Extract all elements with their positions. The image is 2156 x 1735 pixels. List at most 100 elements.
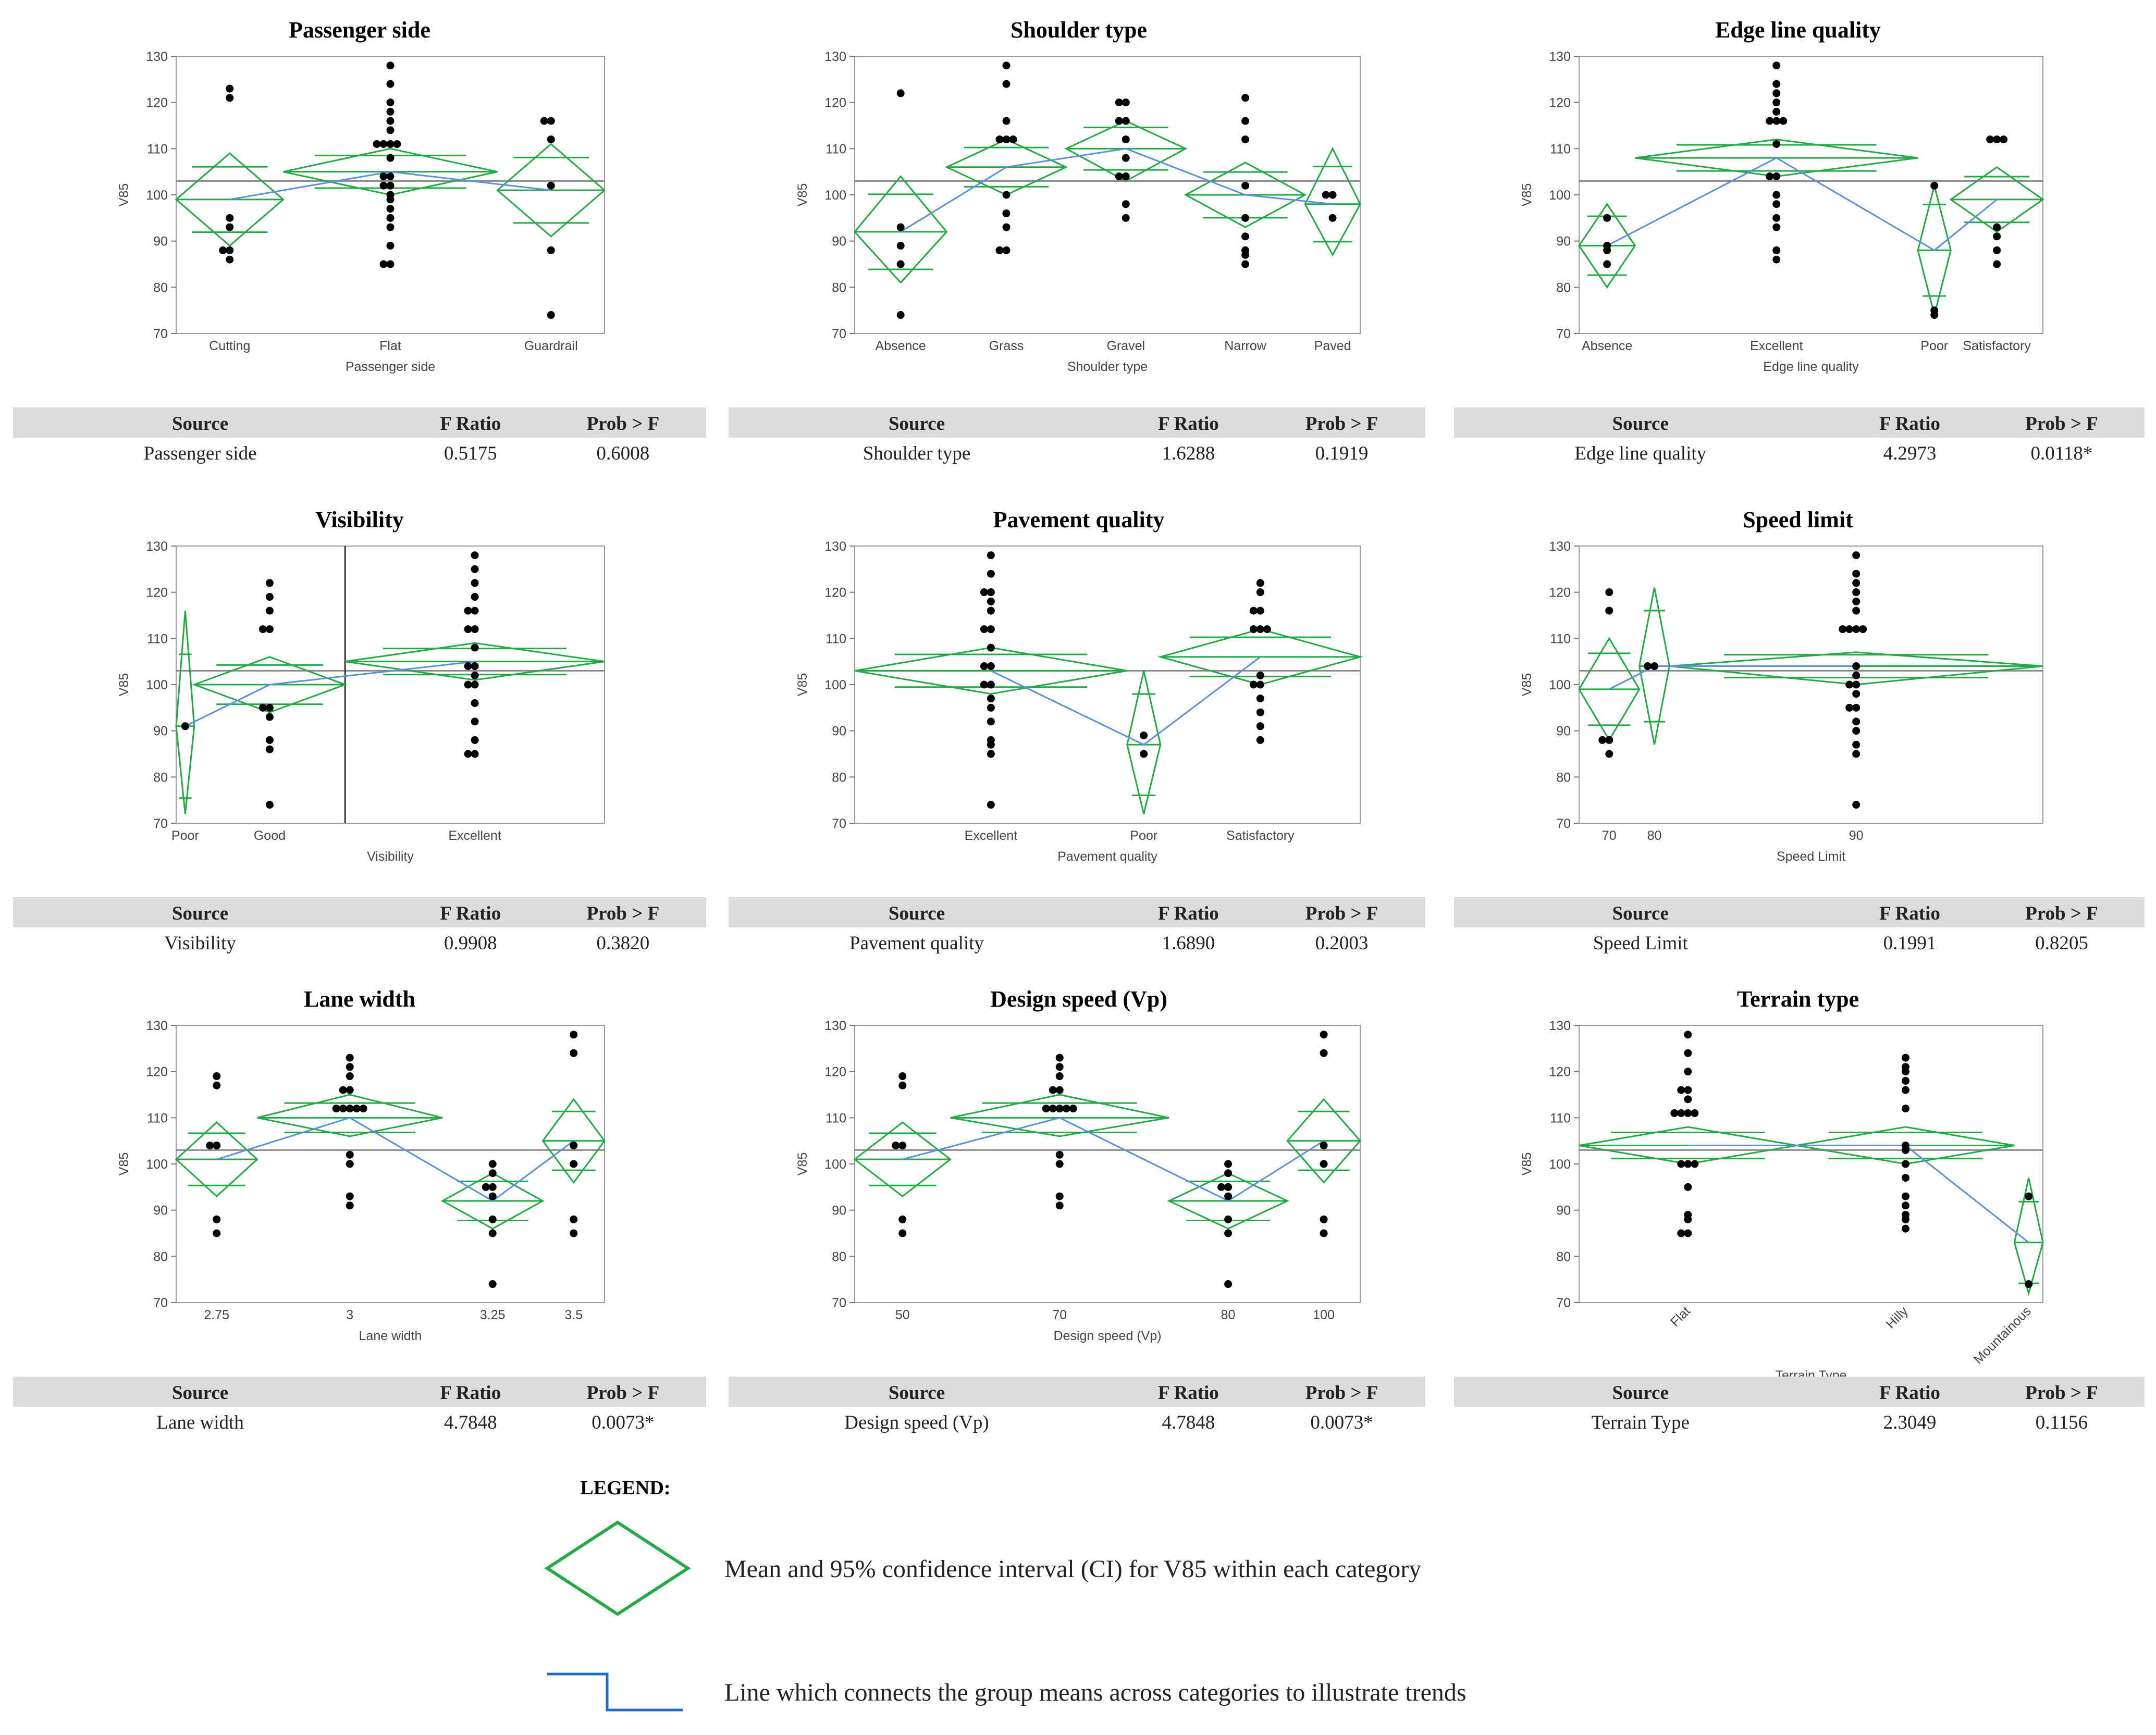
data-point: [265, 713, 274, 721]
y-tick-label: 90: [153, 234, 168, 249]
data-point: [1852, 662, 1861, 671]
table-header-source: Source: [1612, 903, 1669, 924]
data-point: [898, 1142, 907, 1150]
data-point: [1859, 625, 1867, 634]
y-tick-label: 120: [1549, 1065, 1571, 1080]
data-point: [488, 1183, 497, 1191]
data-point: [1901, 1142, 1909, 1150]
data-point: [898, 1072, 907, 1081]
data-point: [1772, 223, 1781, 231]
data-point: [1993, 135, 2001, 144]
data-point: [987, 736, 995, 744]
data-point: [1224, 1229, 1233, 1237]
data-point: [1241, 260, 1250, 268]
table-source-value: Design speed (Vp): [844, 1412, 989, 1433]
table-header-prob: Prob > F: [1305, 1382, 1378, 1404]
data-point: [1930, 306, 1939, 315]
data-point: [898, 1081, 907, 1089]
y-tick-label: 80: [153, 1249, 168, 1264]
data-point: [1140, 732, 1148, 740]
data-point: [1772, 214, 1781, 222]
data-point: [1320, 1229, 1328, 1237]
data-point: [2025, 1192, 2033, 1200]
table-prob-value: 0.0073*: [592, 1412, 654, 1433]
table-prob-value: 0.1156: [2036, 1412, 2088, 1433]
data-point: [226, 84, 234, 93]
data-point: [1002, 246, 1011, 254]
data-point: [386, 98, 395, 107]
legend-diamond-icon: [544, 1520, 691, 1616]
table-source-value: Passenger side: [144, 443, 257, 464]
y-axis-label: V85: [1520, 183, 1534, 206]
data-point: [1684, 1109, 1692, 1117]
data-point: [346, 1160, 354, 1168]
table-header-f-ratio: F Ratio: [1879, 413, 1940, 435]
y-tick-label: 110: [826, 142, 846, 156]
y-tick-label: 120: [146, 96, 168, 110]
y-tick-label: 100: [824, 188, 846, 203]
data-point: [1122, 135, 1130, 144]
data-point: [1224, 1160, 1233, 1168]
data-point: [1256, 708, 1264, 716]
means-connecting-line: [229, 171, 551, 201]
data-point: [1772, 117, 1781, 125]
plot-frame: [1579, 1025, 2043, 1303]
data-point: [1055, 1150, 1064, 1159]
table-header-row: [729, 1377, 1425, 1407]
y-tick-label: 130: [1549, 49, 1571, 64]
data-point: [471, 579, 479, 587]
data-point: [1263, 625, 1271, 634]
y-tick-label: 70: [832, 1296, 846, 1310]
data-point: [1772, 172, 1781, 181]
table-header-f-ratio: F Ratio: [1158, 413, 1219, 435]
y-tick-label: 120: [1549, 96, 1571, 110]
data-point: [1772, 191, 1781, 199]
y-tick-label: 100: [824, 1157, 846, 1172]
panel-passenger-side: Passenger side 70 80 90 100 110 120 130 V85 Cutti…: [13, 17, 706, 464]
data-point: [1002, 191, 1011, 199]
table-prob-value: 0.0118*: [2031, 443, 2093, 464]
data-point: [226, 214, 234, 222]
data-point: [386, 191, 395, 199]
y-tick-label: 70: [832, 327, 846, 341]
y-axis-label: V85: [117, 673, 131, 696]
data-point: [1677, 1086, 1685, 1094]
data-point: [1901, 1211, 1909, 1219]
category-label: Satisfactory: [1226, 828, 1295, 843]
data-point: [1256, 625, 1264, 634]
data-point: [1055, 1086, 1064, 1094]
data-point: [339, 1105, 347, 1113]
data-point: [1224, 1280, 1233, 1288]
data-point: [471, 662, 479, 671]
y-tick-label: 130: [146, 1019, 168, 1033]
data-point: [1055, 1072, 1064, 1081]
data-point: [1256, 722, 1264, 730]
data-point: [570, 1142, 578, 1150]
plot-frame: [1579, 546, 2043, 824]
data-point: [1320, 1142, 1328, 1150]
data-point: [1852, 597, 1861, 605]
panel-title: Terrain type: [1737, 986, 1859, 1012]
data-point: [386, 172, 395, 181]
data-point: [265, 736, 274, 744]
data-point: [386, 154, 395, 162]
data-point: [386, 242, 395, 250]
table-header-f-ratio: F Ratio: [1158, 1382, 1219, 1404]
data-point: [892, 1142, 900, 1150]
data-point: [987, 606, 995, 615]
data-point: [488, 1229, 497, 1237]
data-point: [1002, 209, 1011, 217]
y-tick-label: 90: [153, 724, 168, 739]
table-prob-value: 0.8205: [2035, 933, 2088, 954]
category-label: 3.5: [564, 1308, 583, 1322]
y-tick-label: 100: [824, 678, 846, 692]
data-point: [464, 750, 472, 758]
data-point: [995, 246, 1004, 254]
x-axis-label: Passenger side: [346, 360, 435, 374]
y-tick-label: 90: [1556, 1204, 1571, 1218]
category-label: Absence: [1582, 339, 1632, 353]
category-label: 100: [1313, 1308, 1335, 1322]
means-connecting-line: [216, 1117, 574, 1202]
data-point: [464, 606, 472, 615]
data-point: [987, 597, 995, 605]
